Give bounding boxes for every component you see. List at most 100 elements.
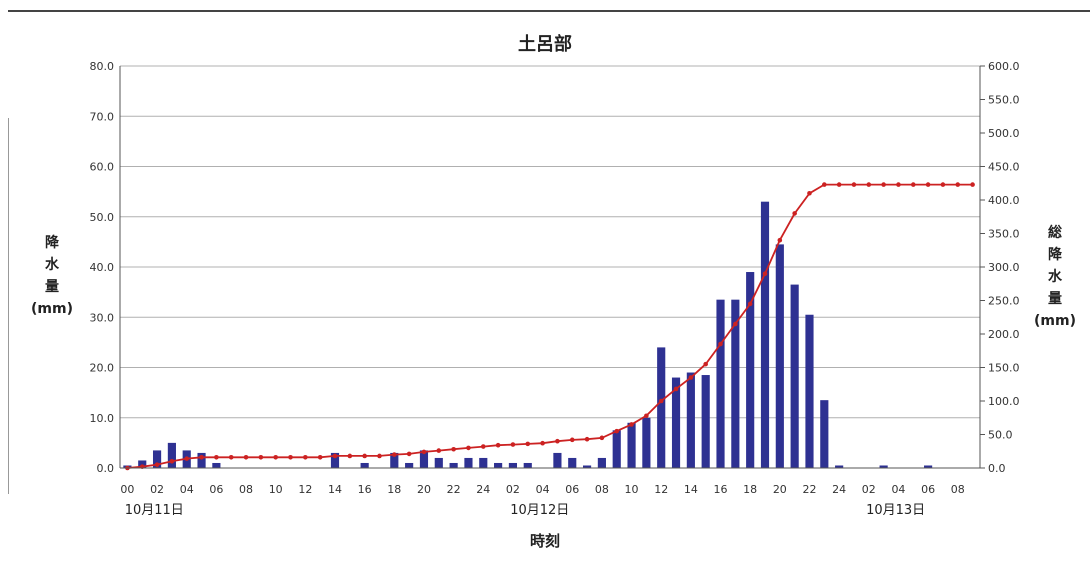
bar [731,299,740,468]
line-point [451,446,456,452]
right-tick-label: 600.0 [988,60,1020,73]
line-point [540,440,545,446]
x-tick-label: 24 [476,483,490,496]
line-point [658,398,664,404]
date-label: 10月13日 [866,503,925,518]
x-tick-label: 08 [951,483,965,496]
left-tick-label: 20.0 [90,362,115,375]
line-point [718,341,723,347]
x-tick-label: 02 [506,483,520,496]
axis-label-char: 量 [45,279,59,295]
chart-title: 土呂部 [518,33,572,55]
line-point [273,454,278,460]
bar [330,452,340,468]
right-tick-label: 250.0 [988,295,1020,308]
bar [419,450,429,468]
line-point [940,182,946,187]
right-tick-label: 150.0 [988,362,1020,375]
bar [464,457,473,468]
x-tick-label: 24 [832,483,846,496]
bar [167,442,176,468]
right-tick-label: 450.0 [988,161,1020,174]
left-tick-label: 50.0 [90,211,115,224]
bar [701,375,710,468]
x-axis-label: 時刻 [530,532,560,550]
axis-label-char: 量 [1048,291,1062,307]
bar [553,452,562,468]
line-point [688,375,694,380]
bar [197,452,206,468]
line-point [747,301,753,307]
line-point [703,361,708,367]
line-point [303,454,308,460]
right-tick-label: 350.0 [988,228,1020,241]
bar [508,462,518,468]
bar [835,465,844,468]
left-tick-label: 30.0 [90,311,115,324]
left-tick-label: 70.0 [90,110,115,123]
date-label: 10月11日 [125,503,184,518]
bar [568,457,577,468]
x-tick-label: 06 [565,483,579,496]
x-tick-label: 02 [150,483,164,496]
line-point [525,441,531,447]
right-tick-label: 100.0 [988,395,1020,408]
x-tick-label: 22 [447,483,461,496]
bar [746,272,755,468]
x-tick-label: 18 [387,483,401,496]
line-point [317,454,323,460]
line-point [881,182,886,187]
line-point [896,182,901,187]
bar [138,460,147,468]
bar [523,462,532,468]
line-point [184,456,190,461]
right-tick-label: 400.0 [988,194,1020,207]
bar [434,457,443,468]
x-tick-label: 04 [536,483,550,496]
x-tick-label: 00 [120,483,134,496]
axis-label-char: 総 [1048,225,1062,241]
line-point [792,211,797,216]
line-point [866,182,872,187]
top-border [8,10,1090,12]
line-point [584,436,590,442]
bar-series [123,201,933,469]
bar [152,450,162,468]
x-tick-label: 10 [269,483,283,496]
right-tick-label: 500.0 [988,127,1020,140]
x-tick-label: 12 [654,483,668,496]
line-point [510,442,516,447]
line-point [495,442,501,448]
line-point [347,453,353,459]
bar [924,465,933,468]
line-point [480,444,486,449]
x-tick-label: 04 [891,483,905,496]
line-point [569,437,575,443]
x-tick-label: 20 [773,483,787,496]
bar [820,400,829,468]
axis-label-char: (mm) [1034,313,1076,329]
x-tick-label: 02 [862,483,876,496]
line-point [406,451,412,457]
x-tick-label: 16 [714,483,728,496]
bar [775,244,784,468]
line-point [288,454,293,460]
x-tick-label: 14 [328,483,342,496]
right-tick-label: 0.0 [988,462,1006,475]
x-tick-label: 08 [239,483,253,496]
line-point [599,435,605,441]
x-tick-label: 20 [417,483,431,496]
x-tick-label: 10 [625,483,639,496]
line-point [258,454,264,460]
bar [212,462,221,468]
line-point [955,182,961,187]
line-point [362,453,367,459]
line-point [392,452,397,457]
line-point [836,182,842,187]
line-point [436,448,442,453]
line-point [332,453,338,459]
line-point [614,428,620,434]
bar [405,462,414,468]
line-point [822,182,827,187]
